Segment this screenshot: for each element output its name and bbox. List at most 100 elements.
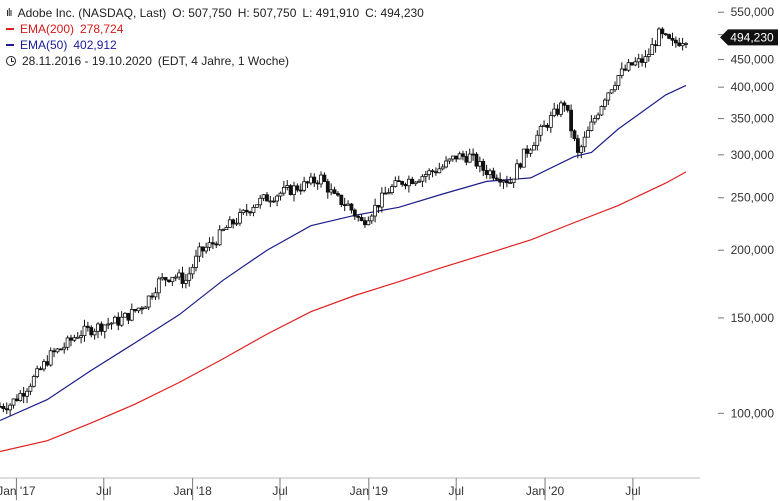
candle-body bbox=[427, 170, 432, 175]
y-tick-label: 250,000 bbox=[731, 191, 775, 205]
candle-body bbox=[420, 175, 425, 182]
x-tick-label: Jul bbox=[96, 484, 111, 498]
candle-body bbox=[271, 200, 276, 203]
candle-body bbox=[552, 108, 557, 116]
candle-body bbox=[559, 102, 563, 115]
candle-body bbox=[623, 68, 628, 71]
candle-body bbox=[680, 43, 685, 47]
candle-body bbox=[352, 209, 357, 217]
candle-body bbox=[4, 408, 9, 411]
candle-body bbox=[214, 243, 219, 246]
candle-body bbox=[545, 124, 550, 128]
candle-body bbox=[572, 130, 577, 140]
ema50-value: 402,912 bbox=[73, 38, 117, 52]
candle-body bbox=[646, 54, 651, 57]
candle-body bbox=[542, 124, 546, 127]
candle-body bbox=[504, 180, 509, 184]
candle-body bbox=[254, 204, 259, 208]
candle-body bbox=[640, 58, 644, 63]
candle-body bbox=[315, 182, 320, 185]
candle-body bbox=[241, 209, 246, 214]
candle-body bbox=[146, 295, 151, 308]
x-axis: Jan '17 Jul Jan '18 Jul Jan '19 Jul Jan '20 Jul bbox=[0, 477, 700, 500]
candle-body bbox=[477, 161, 482, 167]
candle-body bbox=[521, 148, 526, 168]
candle-body bbox=[356, 215, 361, 218]
candle-body bbox=[14, 398, 19, 402]
open-value: O: 507,750 bbox=[172, 6, 232, 20]
candle-body bbox=[62, 346, 67, 350]
x-tick-label: Jan '18 bbox=[173, 484, 212, 498]
candle-body bbox=[501, 180, 506, 183]
candle-body bbox=[650, 44, 655, 55]
last-price-tag: 494,230 bbox=[720, 29, 778, 46]
candle-body bbox=[626, 62, 631, 71]
ema200-value: 278,724 bbox=[80, 22, 124, 36]
candle-body bbox=[79, 335, 84, 338]
candle-body bbox=[231, 219, 236, 225]
ema50-row: EMA(50) 402,912 bbox=[6, 37, 430, 53]
candle-body bbox=[376, 204, 381, 208]
candle-body bbox=[423, 174, 428, 177]
candle-body bbox=[342, 204, 347, 206]
candle-body bbox=[508, 182, 513, 185]
candle-body bbox=[42, 361, 46, 370]
candle-body bbox=[579, 146, 584, 153]
candle-body bbox=[89, 327, 94, 336]
candle-body bbox=[383, 192, 388, 195]
candle-body bbox=[11, 398, 16, 406]
candle-body bbox=[417, 180, 421, 183]
candle-body bbox=[292, 185, 296, 195]
candle-body bbox=[663, 33, 668, 36]
candle-body bbox=[454, 155, 459, 160]
candle-body bbox=[129, 309, 134, 321]
candle-body bbox=[244, 209, 249, 213]
candle-body bbox=[298, 189, 303, 192]
candle-body bbox=[173, 276, 178, 279]
candle-body bbox=[684, 43, 688, 45]
last-price-label: 494,230 bbox=[730, 30, 774, 44]
candle-body bbox=[548, 115, 553, 128]
candle-body bbox=[197, 246, 202, 257]
candle-body bbox=[58, 348, 63, 351]
candle-body bbox=[8, 404, 13, 411]
candle-body bbox=[349, 203, 354, 211]
candle-body bbox=[150, 295, 154, 298]
candle-body bbox=[167, 279, 171, 283]
candle-body bbox=[413, 181, 418, 185]
candle-body bbox=[163, 277, 168, 281]
candle-body bbox=[491, 170, 496, 179]
clock-icon bbox=[6, 56, 16, 66]
candle-body bbox=[45, 361, 50, 366]
candle-body bbox=[518, 163, 523, 168]
candle-body bbox=[38, 368, 43, 371]
ema200-label: EMA(200) bbox=[20, 22, 75, 36]
last-price-badge bbox=[720, 29, 778, 46]
candle-body bbox=[92, 330, 97, 336]
candle-body bbox=[278, 192, 283, 197]
y-tick-label: 550,000 bbox=[731, 5, 775, 19]
candle-body bbox=[136, 307, 141, 312]
candle-body bbox=[481, 161, 486, 171]
candle-body bbox=[386, 192, 391, 195]
candle-body bbox=[653, 44, 658, 47]
candle-body bbox=[532, 145, 536, 151]
candle-body bbox=[183, 279, 188, 284]
candle-body bbox=[515, 163, 519, 180]
candle-body bbox=[72, 337, 77, 341]
candle-body bbox=[204, 246, 209, 252]
candle-body bbox=[369, 215, 374, 222]
y-tick-label: 300,000 bbox=[731, 148, 775, 162]
y-axis: 100,000 150,000 200,000 250,000 300,000 350,0… bbox=[718, 5, 774, 420]
candle-body bbox=[528, 149, 533, 154]
x-tick-label: Jul bbox=[449, 484, 464, 498]
candle-body bbox=[434, 171, 438, 174]
candle-body bbox=[393, 180, 398, 187]
candle-body bbox=[461, 153, 465, 157]
candle-body bbox=[52, 350, 56, 353]
candle-body bbox=[123, 312, 127, 318]
x-tick-label: Jan '20 bbox=[526, 484, 565, 498]
ema200-row: EMA(200) 278,724 bbox=[6, 21, 430, 37]
candle-body bbox=[535, 134, 540, 146]
candle-body bbox=[75, 336, 80, 339]
